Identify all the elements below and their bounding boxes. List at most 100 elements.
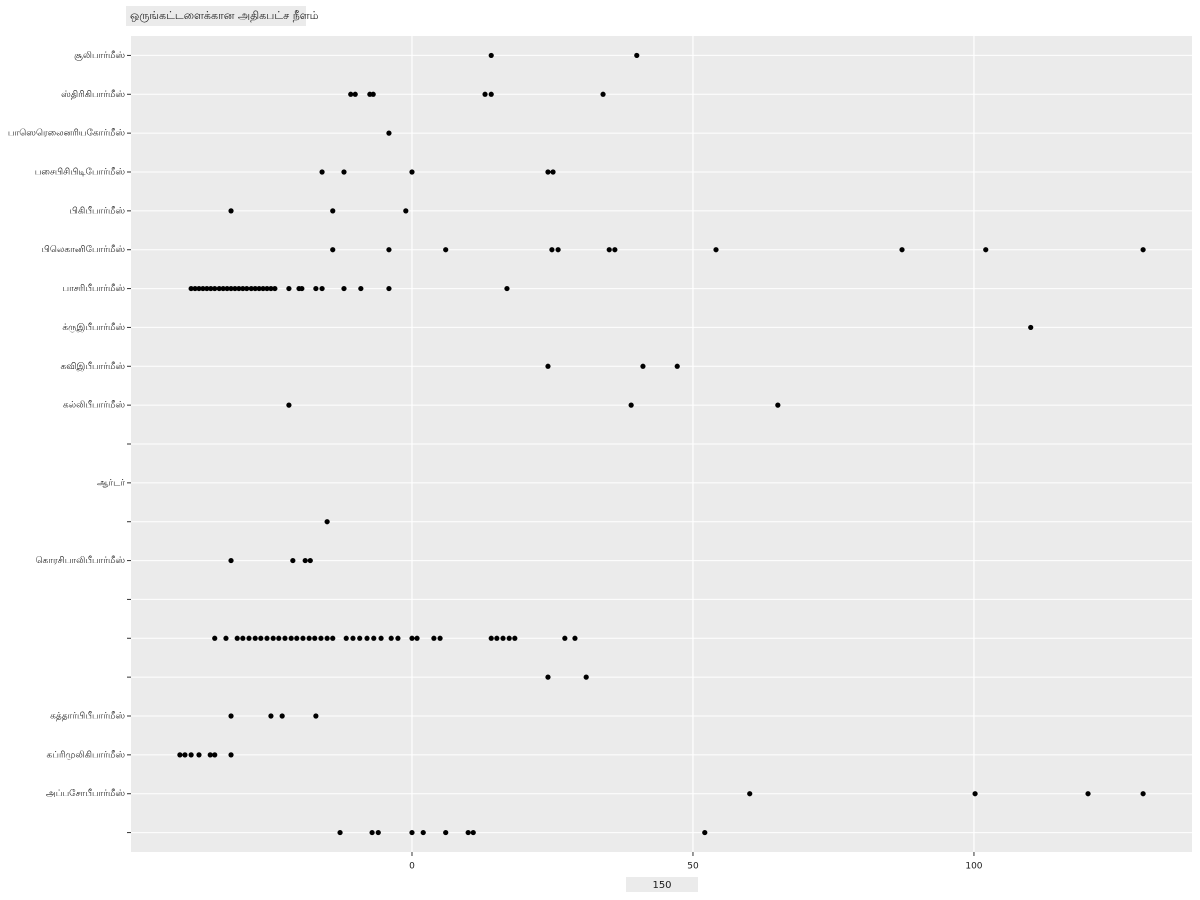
point — [395, 635, 401, 641]
point — [324, 519, 330, 525]
point — [220, 285, 226, 292]
point — [228, 557, 234, 564]
point — [224, 285, 230, 292]
point — [572, 635, 578, 641]
point — [264, 285, 270, 292]
point — [899, 247, 905, 253]
chart-title: ஒருங்கட்டளைக்கான அதிகபட்ச நீளம் — [130, 9, 319, 22]
point — [612, 247, 618, 253]
point — [431, 635, 437, 641]
point — [1140, 791, 1146, 797]
point — [279, 713, 285, 719]
point — [223, 635, 229, 641]
point — [188, 285, 194, 292]
point — [212, 285, 218, 292]
point — [300, 635, 306, 641]
point — [188, 752, 194, 758]
point — [270, 635, 276, 641]
x-label-box — [626, 877, 698, 892]
y-tick-label: பாசரிபீபார்மீஸ் — [62, 284, 125, 294]
point — [324, 635, 330, 641]
point — [228, 208, 234, 214]
point — [550, 169, 556, 175]
point — [313, 713, 319, 719]
point — [369, 829, 375, 836]
y-tick-label: க்ருஇபீபார்மீஸ் — [62, 323, 125, 333]
point — [196, 285, 202, 292]
point — [545, 674, 551, 680]
point — [500, 635, 506, 641]
point — [628, 402, 634, 408]
point — [236, 285, 242, 292]
point — [600, 91, 606, 97]
point — [196, 752, 202, 758]
point — [212, 752, 218, 758]
point — [388, 635, 394, 641]
point — [286, 285, 292, 292]
point — [341, 169, 347, 175]
point — [264, 635, 270, 641]
point — [258, 635, 264, 641]
y-tick-label: ஆர்டர் — [97, 478, 125, 488]
point — [482, 91, 488, 97]
point — [330, 247, 336, 253]
point — [212, 635, 218, 641]
point — [562, 635, 568, 641]
point — [319, 285, 325, 292]
point — [409, 635, 415, 641]
point — [286, 402, 292, 408]
point — [606, 247, 612, 253]
point — [248, 285, 254, 292]
point — [330, 635, 336, 641]
point — [204, 285, 210, 292]
point — [307, 557, 313, 564]
point — [378, 635, 384, 641]
point — [386, 285, 392, 292]
point — [488, 635, 494, 641]
point — [268, 285, 274, 292]
point — [443, 247, 449, 253]
point — [200, 285, 206, 292]
y-tick-label: சூலிபார்மீஸ் — [74, 51, 125, 61]
point — [318, 635, 324, 641]
point — [583, 674, 589, 680]
y-tick-label: கப்ரிமுலிகிபார்மீஸ் — [46, 750, 125, 760]
point — [506, 635, 512, 641]
point — [465, 829, 471, 836]
point — [228, 713, 234, 719]
point — [228, 285, 234, 292]
point — [252, 635, 258, 641]
point — [1028, 324, 1034, 331]
y-tick-label: பிகிபீபார்மீஸ் — [70, 206, 126, 216]
point — [228, 752, 234, 758]
point — [302, 557, 308, 564]
point — [272, 285, 278, 292]
point — [357, 635, 363, 641]
point — [1140, 247, 1146, 253]
point — [319, 169, 325, 175]
point — [288, 635, 294, 641]
title-box — [126, 6, 306, 26]
point — [240, 635, 246, 641]
point — [276, 635, 282, 641]
point — [240, 285, 246, 292]
point — [443, 829, 449, 836]
x-tick-label: 0 — [409, 862, 415, 872]
point — [207, 752, 213, 758]
point — [343, 635, 349, 641]
point — [244, 285, 250, 292]
point — [306, 635, 312, 641]
point — [341, 285, 347, 292]
point — [337, 829, 343, 836]
y-tick-label: கொரசிபாலிபீபார்மீஸ் — [36, 556, 126, 566]
y-tick-label: ஸ்திரிகிபார்மீஸ் — [61, 90, 125, 100]
point — [713, 247, 719, 253]
point — [348, 91, 354, 97]
point — [386, 247, 392, 253]
point — [299, 285, 305, 292]
point — [1085, 791, 1091, 797]
y-tick-label: பிலெகானிபோர்மீஸ் — [42, 245, 126, 255]
point — [352, 91, 358, 97]
point — [545, 169, 551, 175]
